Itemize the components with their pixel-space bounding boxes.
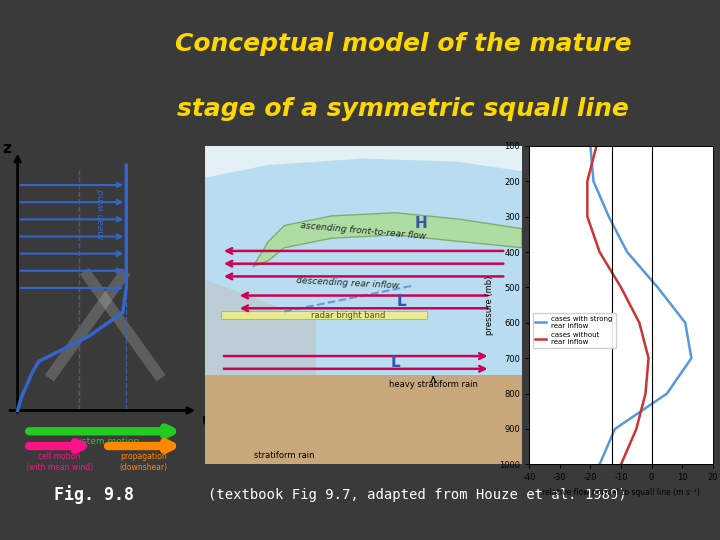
Text: stratiform rain: stratiform rain xyxy=(254,450,315,460)
Text: u: u xyxy=(202,413,212,428)
Text: ascending front-to-rear flow: ascending front-to-rear flow xyxy=(300,221,427,241)
Text: radar bright band: radar bright band xyxy=(310,311,385,320)
Legend: cases with strong
rear inflow, cases without
rear inflow: cases with strong rear inflow, cases wit… xyxy=(533,313,616,348)
Text: propagation
(downshear): propagation (downshear) xyxy=(120,452,168,471)
Bar xyxy=(221,312,427,320)
Text: (textbook Fig 9.7, adapted from Houze et al. 1989): (textbook Fig 9.7, adapted from Houze et… xyxy=(208,488,627,502)
Text: descending rear inflow: descending rear inflow xyxy=(296,276,400,291)
Text: cell motion
(with mean wind): cell motion (with mean wind) xyxy=(26,452,93,471)
Text: L: L xyxy=(397,294,406,309)
Bar xyxy=(205,146,522,375)
Polygon shape xyxy=(205,280,316,375)
Polygon shape xyxy=(253,213,522,267)
Text: system motion: system motion xyxy=(71,437,139,447)
Text: Fig. 9.8: Fig. 9.8 xyxy=(53,485,134,504)
Text: Conceptual model of the mature: Conceptual model of the mature xyxy=(175,32,631,56)
Polygon shape xyxy=(205,146,522,178)
Text: H: H xyxy=(414,217,427,231)
Text: mean wind: mean wind xyxy=(97,190,107,239)
Bar xyxy=(205,375,522,464)
Text: stage of a symmetric squall line: stage of a symmetric squall line xyxy=(177,97,629,122)
Text: L: L xyxy=(390,355,400,370)
Text: heavy stratiform rain: heavy stratiform rain xyxy=(389,380,478,389)
Y-axis label: pressure (mb): pressure (mb) xyxy=(485,275,494,335)
X-axis label: relative flow normal to squall line (m s⁻¹): relative flow normal to squall line (m s… xyxy=(542,488,700,497)
Text: z: z xyxy=(3,140,12,156)
